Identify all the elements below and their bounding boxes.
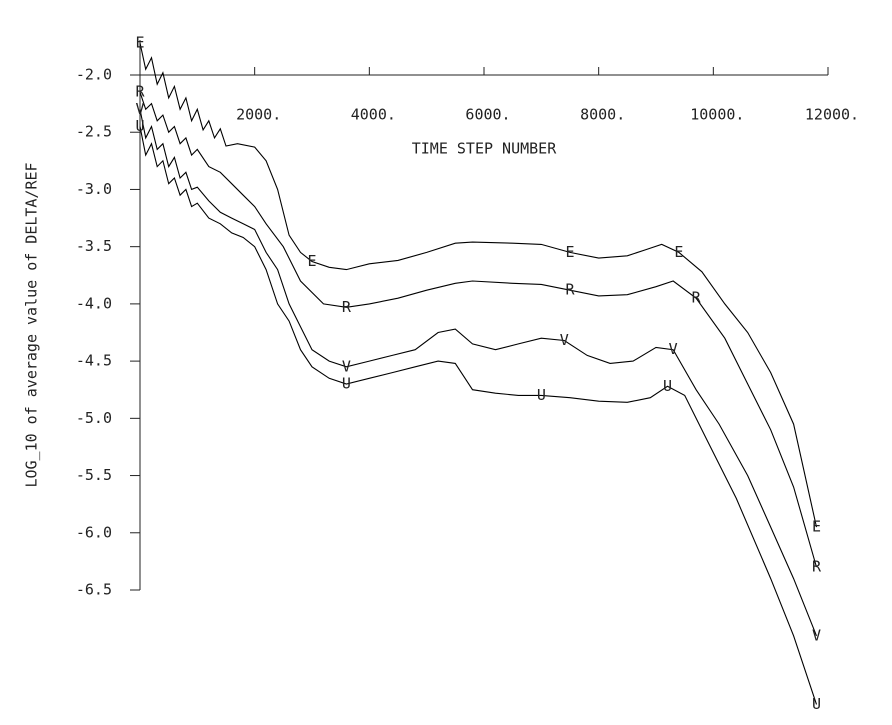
y-tick-label: -4.0	[76, 294, 112, 312]
y-axis-title: LOG_10 of average value of DELTA/REF	[23, 162, 41, 487]
series-symbol: U	[135, 117, 144, 135]
series-symbol: U	[537, 386, 546, 404]
x-tick-label: 12000.	[805, 106, 859, 124]
y-tick-label: -6.0	[76, 523, 112, 541]
series-symbol: V	[812, 626, 821, 644]
y-tick-label: -2.5	[76, 123, 112, 141]
series-symbol: R	[565, 281, 575, 299]
y-tick-label: -6.5	[76, 581, 112, 599]
series-line	[139, 126, 818, 705]
series-symbol: V	[560, 331, 569, 349]
series-line	[139, 92, 818, 568]
series-symbol: R	[342, 298, 352, 316]
y-tick-label: -5.0	[76, 409, 112, 427]
x-tick-label: 8000.	[580, 106, 625, 124]
y-tick-label: -4.5	[76, 352, 112, 370]
x-tick-label: 10000.	[690, 106, 744, 124]
x-tick-label: 2000.	[236, 106, 281, 124]
y-tick-label: -2.0	[76, 66, 112, 84]
series-symbol: R	[812, 558, 822, 576]
series-symbol: U	[663, 377, 672, 395]
y-tick-label: -5.5	[76, 466, 112, 484]
series-symbol: U	[812, 695, 821, 713]
y-tick-label: -3.0	[76, 180, 112, 198]
series-symbol: V	[135, 100, 144, 118]
series-symbol: E	[307, 252, 316, 270]
series-symbol: V	[669, 340, 678, 358]
x-tick-label: 6000.	[465, 106, 510, 124]
series-symbol: V	[342, 357, 351, 375]
series-symbol: U	[342, 375, 351, 393]
x-axis-title: TIME STEP NUMBER	[412, 140, 557, 158]
series-line	[139, 109, 818, 637]
series-symbol: E	[812, 518, 821, 536]
series-symbol: R	[135, 83, 145, 101]
series-symbol: E	[565, 243, 574, 261]
y-tick-label: -3.5	[76, 237, 112, 255]
x-tick-label: 4000.	[351, 106, 396, 124]
series-symbol: R	[692, 289, 702, 307]
series-symbol: E	[674, 243, 683, 261]
series-symbol: E	[135, 33, 144, 51]
series-line	[139, 42, 818, 528]
